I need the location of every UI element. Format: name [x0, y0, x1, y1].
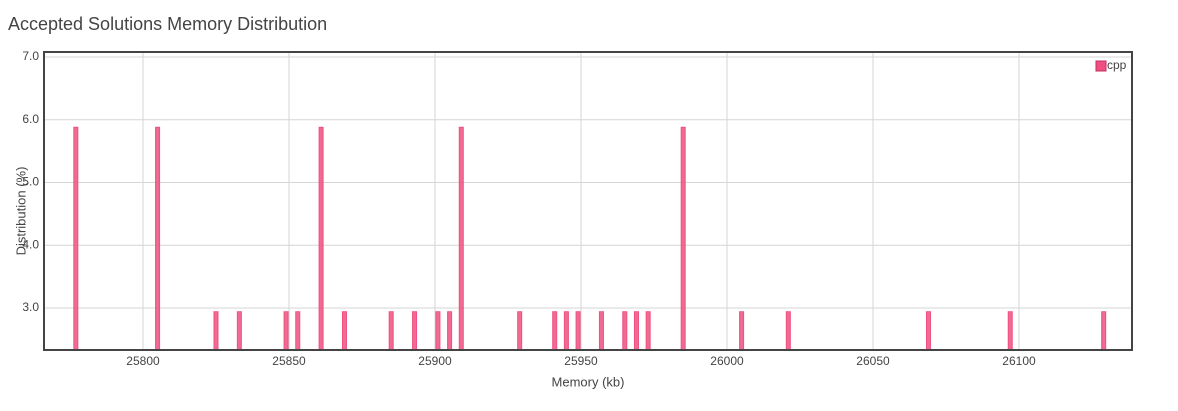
legend-label: cpp	[1107, 58, 1127, 72]
bar	[388, 311, 394, 351]
bar	[155, 126, 161, 351]
bar	[341, 311, 347, 351]
bar	[283, 311, 289, 351]
bar	[598, 311, 604, 351]
plot-frame	[43, 51, 1133, 351]
bar	[563, 311, 569, 351]
x-axis-label: Memory (kb)	[552, 374, 625, 389]
x-tick-label: 26100	[1002, 354, 1036, 368]
bar	[1007, 311, 1013, 351]
bar	[447, 311, 453, 351]
x-tick-label: 26050	[856, 354, 890, 368]
bar	[785, 311, 791, 351]
x-tick-label: 25950	[564, 354, 598, 368]
x-tick-label: 26000	[710, 354, 744, 368]
y-tick-label: 4.0	[22, 237, 39, 251]
bar	[552, 311, 558, 351]
bar	[645, 311, 651, 351]
bar	[680, 126, 686, 351]
x-tick-label: 25850	[272, 354, 306, 368]
bar	[213, 311, 219, 351]
bar	[295, 311, 301, 351]
x-tick-label: 25800	[126, 354, 160, 368]
bar	[412, 311, 418, 351]
bar	[575, 311, 581, 351]
bar	[622, 311, 628, 351]
bar	[633, 311, 639, 351]
bar	[925, 311, 931, 351]
chart-title: Accepted Solutions Memory Distribution	[8, 14, 327, 34]
bar	[236, 311, 242, 351]
x-tick-label: 25900	[418, 354, 452, 368]
bar	[739, 311, 745, 351]
y-axis-label: Distribution (%)	[13, 167, 28, 256]
y-tick-label: 3.0	[22, 300, 39, 314]
bar	[458, 126, 464, 351]
legend-swatch	[1095, 60, 1107, 72]
bar	[517, 311, 523, 351]
bar	[73, 126, 79, 351]
y-tick-label: 5.0	[22, 175, 39, 189]
bar	[435, 311, 441, 351]
y-tick-label: 7.0	[22, 49, 39, 63]
y-tick-label: 6.0	[22, 112, 39, 126]
bar	[318, 126, 324, 351]
bar	[1101, 311, 1107, 351]
